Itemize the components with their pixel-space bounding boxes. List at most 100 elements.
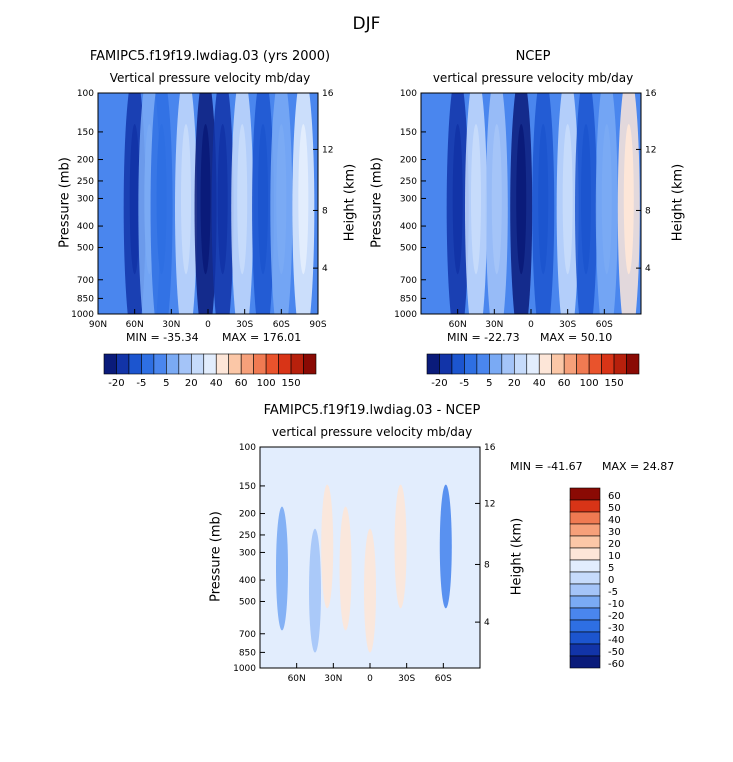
- figure-title: DJF: [352, 14, 381, 34]
- obs-ytick-label: 150: [400, 128, 417, 138]
- obs-xtick-label: 30N: [485, 320, 503, 330]
- obs-ytick-label: 200: [400, 156, 417, 166]
- diff-min: MIN = -41.67: [510, 460, 583, 473]
- obs-colorbar-box: [588, 353, 602, 375]
- model-feature-core: [156, 123, 167, 275]
- diff-feature: [439, 484, 452, 609]
- obs-colorbar-box: [526, 353, 540, 375]
- model-min: MIN = -35.34: [126, 331, 199, 344]
- obs-colorbar-label: 60: [558, 378, 571, 389]
- diff-colorbar-label: -5: [608, 587, 618, 598]
- diff-colorbar-label: 5: [608, 563, 614, 574]
- model-colorbar-label: 100: [257, 378, 276, 389]
- model-plot: 90N 60N 30N 0 30S 60S 90S 100 150 200 250 300 400 500…: [71, 89, 334, 330]
- model-ytick-label: 850: [77, 294, 94, 304]
- obs-colorbar-box: [513, 353, 528, 375]
- obs-colorbar-box: [576, 353, 590, 375]
- diff-colorbar-box: [569, 571, 601, 585]
- obs-y2tick-label: 4: [645, 264, 651, 274]
- obs-xtick-label: 30S: [559, 320, 576, 330]
- diff-xtick-label: 30S: [398, 674, 415, 684]
- model-xtick-label: 90N: [89, 320, 107, 330]
- obs-colorbar-label: 20: [508, 378, 521, 389]
- obs-feature-core: [601, 123, 612, 275]
- diff-y2tick-label: 16: [484, 443, 496, 453]
- obs-colorbar-box: [439, 353, 453, 375]
- diff-colorbar-box: [569, 619, 601, 633]
- model-colorbar-box: [303, 353, 317, 375]
- diff-colorbar-label: 40: [608, 515, 621, 526]
- obs-colorbar-box: [476, 353, 490, 375]
- model-colorbar-label: 40: [210, 378, 223, 389]
- model-y2label: Height (km): [342, 163, 358, 242]
- model-xtick-label: 60S: [273, 320, 290, 330]
- diff-colorbar-label: 20: [608, 539, 621, 550]
- obs-feature-core: [516, 123, 527, 275]
- diff-feature: [364, 528, 376, 653]
- model-colorbar-box: [190, 353, 205, 375]
- diff-colorbar-label: 0: [608, 575, 614, 586]
- diff-colorbar-box: [569, 487, 601, 501]
- obs-ytick-label: 300: [400, 194, 417, 204]
- diff-ytick-label: 500: [239, 597, 256, 607]
- model-colorbar-box: [203, 353, 217, 375]
- model-colorbar-label: 20: [185, 378, 198, 389]
- model-ytick-label: 700: [77, 276, 94, 286]
- diff-xtick-label: 60S: [435, 674, 452, 684]
- obs-axes: 60N 30N 0 30S 60S 100 150 200 250 300 400 500 700 850…: [394, 89, 657, 330]
- diff-y2tick-label: 4: [484, 618, 490, 628]
- model-colorbar-box: [153, 353, 167, 375]
- model-subtitle: Vertical pressure velocity mb/day: [109, 71, 311, 85]
- model-colorbar-box: [128, 353, 142, 375]
- obs-colorbar-box: [626, 353, 640, 375]
- model-ylabel: Pressure (mb): [57, 157, 73, 248]
- diff-colorbar-box: [569, 547, 601, 561]
- diff-subtitle: vertical pressure velocity mb/day: [271, 425, 473, 439]
- diff-ytick-label: 850: [239, 648, 256, 658]
- obs-feature-core: [581, 123, 591, 275]
- obs-colorbar-label: -5: [459, 378, 469, 389]
- model-ytick-label: 300: [77, 194, 94, 204]
- model-colorbar-box: [278, 353, 292, 375]
- model-ytick-label: 150: [77, 128, 94, 138]
- model-colorbar-label: 150: [282, 378, 301, 389]
- diff-colorbar-label: -50: [608, 647, 624, 658]
- diff-colorbar-box: [569, 595, 601, 609]
- obs-colorbar-box: [501, 353, 515, 375]
- model-colorbar-label: 5: [163, 378, 169, 389]
- diff-field: [260, 447, 480, 668]
- diff-colorbar-box: [569, 559, 601, 573]
- diff-colorbar-box: [569, 511, 601, 525]
- obs-feature-core: [538, 123, 549, 275]
- obs-feature-core: [471, 123, 481, 275]
- model-xtick-label: 30S: [236, 320, 253, 330]
- diff-colorbar-box: [569, 583, 601, 597]
- diff-colorbar-label: -20: [608, 611, 624, 622]
- obs-colorbar: -20 -5 5 20 40 60 100 150: [426, 353, 640, 389]
- obs-colorbar-box: [489, 353, 503, 375]
- diff-y2tick-label: 12: [484, 499, 495, 509]
- model-y2tick-label: 12: [322, 145, 333, 155]
- model-feature-core: [181, 123, 191, 275]
- model-xtick-label: 30N: [162, 320, 180, 330]
- obs-colorbar-label: -20: [431, 378, 447, 389]
- model-colorbar-label: 60: [235, 378, 248, 389]
- model-feature-core: [276, 123, 287, 275]
- obs-ylabel: Pressure (mb): [369, 157, 385, 248]
- model-ytick-label: 400: [77, 222, 94, 232]
- diff-colorbar-label: 60: [608, 491, 621, 502]
- obs-xtick-label: 60N: [449, 320, 467, 330]
- model-ytick-label: 100: [77, 89, 94, 99]
- obs-colorbar-label: 100: [580, 378, 599, 389]
- diff-colorbar-label: -40: [608, 635, 624, 646]
- model-feature-core: [237, 123, 248, 275]
- obs-feature-core: [562, 123, 573, 275]
- model-colorbar-box: [290, 353, 304, 375]
- obs-colorbar-label: 150: [605, 378, 624, 389]
- diff-ytick-label: 700: [239, 630, 256, 640]
- diff-xtick-label: 60N: [288, 674, 306, 684]
- model-ytick-label: 1000: [71, 310, 94, 320]
- diff-ytick-label: 150: [239, 482, 256, 492]
- model-colorbar-box: [141, 353, 155, 375]
- diff-ytick-label: 200: [239, 510, 256, 520]
